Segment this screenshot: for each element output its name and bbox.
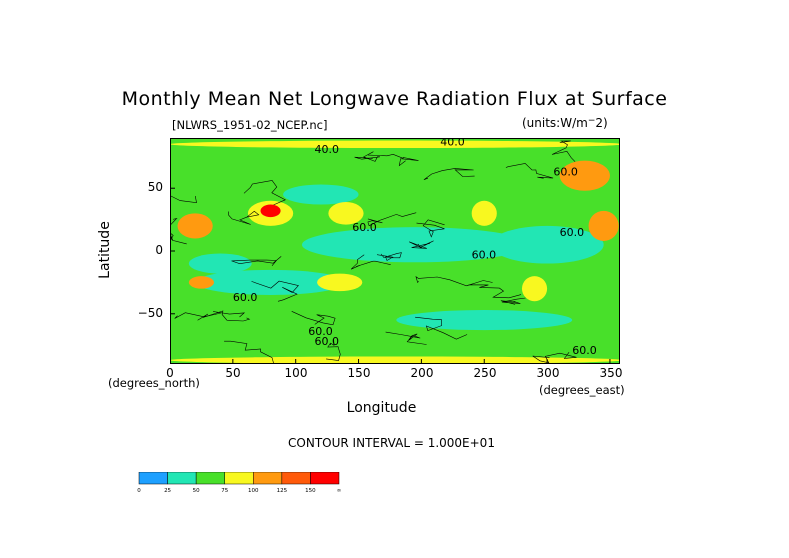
heatmap-region	[588, 210, 619, 241]
colorbar-level-label: 100	[248, 488, 259, 494]
heatmap-region	[521, 276, 548, 302]
contour-line	[415, 316, 468, 340]
contour-line	[243, 180, 286, 206]
heatmap-region	[317, 273, 363, 292]
colorbar-level-label: 50	[192, 488, 200, 494]
colorbar-level-label: ∞	[336, 488, 342, 494]
heatmap-region	[471, 200, 497, 226]
x-tick-label: 250	[473, 366, 497, 380]
y-tick-label: 50	[147, 180, 163, 194]
contour-line	[500, 297, 526, 305]
contour-line	[354, 151, 381, 162]
colorbar-swatch	[281, 472, 311, 485]
colorbar-level-label: 125	[276, 488, 288, 494]
heatmap-region	[188, 276, 214, 289]
y-axis-label: Latitude	[97, 221, 113, 279]
y-tick-label: 0	[155, 243, 163, 257]
contour-line	[174, 311, 246, 319]
contour-label: 60.0	[233, 291, 258, 304]
contour-line	[251, 280, 299, 302]
contour-line	[423, 168, 475, 180]
heatmap-region	[195, 269, 346, 295]
heatmap-region	[170, 356, 620, 364]
contour-label: 60.0	[472, 249, 497, 262]
heatmap-region	[170, 140, 620, 149]
colorbar-swatch	[167, 472, 197, 485]
x-tick-label: 150	[347, 366, 371, 380]
contour-line	[385, 331, 427, 345]
colorbar-swatch	[310, 472, 340, 485]
contour-line	[170, 189, 197, 204]
heatmap-plot: 40.040.060.060.060.060.060.060.060.060.0	[170, 138, 620, 364]
x-tick-label: 200	[410, 366, 434, 380]
heatmap-region	[188, 253, 252, 274]
contour-line	[350, 254, 391, 270]
colorbar-swatch	[138, 472, 168, 485]
x-sub-label-right: (degrees_east)	[539, 383, 625, 397]
heatmap-region	[396, 310, 573, 331]
contour-line	[367, 212, 417, 227]
colorbar	[138, 472, 340, 485]
contour-label: 60.0	[553, 166, 578, 179]
contour-line	[170, 232, 187, 249]
y-tick-label: −50	[137, 306, 163, 320]
colorbar-level-label: 0	[137, 488, 141, 494]
contour-label: 60.0	[308, 325, 333, 338]
contour-line	[532, 352, 577, 364]
contour-line	[228, 210, 260, 225]
contour-interval-text: CONTOUR INTERVAL = 1.000E+01	[288, 436, 495, 450]
colorbar-level-label: 25	[164, 488, 172, 494]
colorbar-level-label: 150	[305, 488, 316, 494]
contour-label: 60.0	[572, 344, 597, 357]
x-tick-label: 100	[284, 366, 308, 380]
contour-line	[197, 310, 251, 322]
contour-line	[291, 311, 336, 326]
contour-line	[467, 284, 522, 299]
contour-line	[416, 219, 445, 238]
file-label: [NLWRS_1951-02_NCEP.nc]	[172, 118, 328, 132]
heatmap-region	[177, 213, 213, 239]
contour-label: 60.0	[560, 226, 585, 239]
contour-line	[505, 163, 554, 179]
contour-label: 40.0	[440, 138, 465, 149]
contour-line	[224, 340, 280, 364]
x-sub-label-left: (degrees_north)	[108, 376, 200, 390]
contour-label: 60.0	[315, 335, 340, 348]
contour-line	[170, 217, 178, 235]
contour-line	[231, 256, 282, 266]
x-axis-label: Longitude	[346, 400, 417, 416]
x-tick-label: 350	[599, 366, 623, 380]
colorbar-swatch	[253, 472, 283, 485]
contour-line	[551, 140, 576, 162]
x-tick-label: 0	[166, 366, 174, 380]
units-label: (units:W/m−2)	[522, 116, 608, 130]
contour-label: 40.0	[315, 143, 340, 156]
contour-line	[376, 252, 402, 261]
colorbar-level-label: 75	[221, 488, 229, 494]
heatmap-region	[559, 160, 610, 191]
contour-line	[409, 240, 434, 249]
contour-line	[326, 339, 341, 361]
chart-title: Monthly Mean Net Longwave Radiation Flux…	[121, 88, 668, 110]
colorbar-swatch	[195, 472, 225, 485]
heatmap-region	[283, 184, 359, 205]
contour-line	[415, 275, 493, 287]
contour-line	[368, 153, 419, 167]
colorbar-swatch	[224, 472, 254, 485]
contour-label: 60.0	[352, 221, 377, 234]
x-tick-label: 50	[225, 366, 241, 380]
x-tick-label: 300	[536, 366, 560, 380]
heatmap-region	[260, 204, 281, 218]
heatmap-region	[328, 202, 364, 225]
heatmap-region	[490, 225, 604, 264]
